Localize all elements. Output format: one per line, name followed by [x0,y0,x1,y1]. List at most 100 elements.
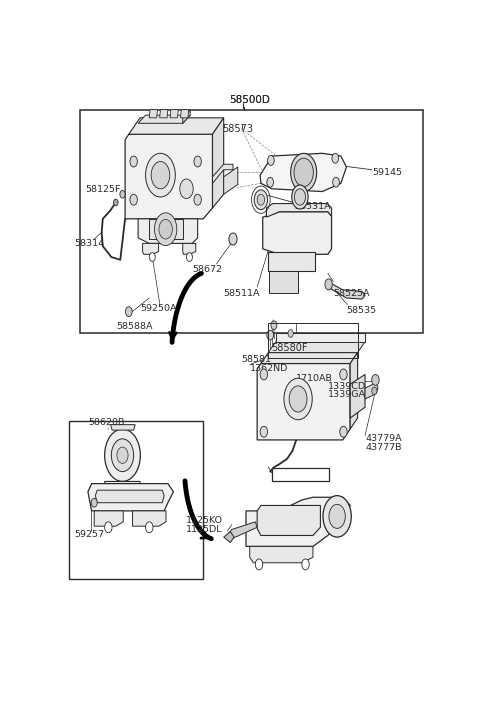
Polygon shape [266,203,332,217]
Text: 43777B: 43777B [365,442,402,452]
Circle shape [325,279,332,290]
Polygon shape [125,134,213,219]
Circle shape [111,439,133,471]
Text: 1362ND: 1362ND [250,364,288,374]
Polygon shape [246,497,350,547]
Polygon shape [105,481,140,496]
Text: 1710AB: 1710AB [296,374,333,383]
Polygon shape [94,511,123,526]
Polygon shape [138,219,198,243]
Text: 58573: 58573 [222,124,253,134]
Text: 1125KO: 1125KO [186,516,223,525]
Polygon shape [350,374,365,418]
Circle shape [289,386,307,412]
Circle shape [151,162,170,189]
Circle shape [260,426,267,437]
Polygon shape [160,110,168,118]
Text: 59250A: 59250A [140,304,177,313]
Polygon shape [263,212,332,255]
Text: 58620B: 58620B [88,418,124,427]
Polygon shape [365,383,378,399]
Circle shape [292,185,308,209]
Circle shape [260,369,267,380]
Circle shape [323,496,351,537]
Polygon shape [276,333,365,342]
Circle shape [186,252,192,262]
Circle shape [372,387,377,395]
Text: 1339CD: 1339CD [328,382,366,391]
Polygon shape [328,281,365,299]
Text: 58314: 58314 [74,239,104,248]
Circle shape [329,504,345,528]
Circle shape [114,199,118,206]
Text: 58525A: 58525A [334,289,370,298]
Circle shape [255,559,263,570]
Polygon shape [149,110,157,118]
Circle shape [290,153,317,191]
Circle shape [340,426,347,437]
Circle shape [130,194,137,205]
Circle shape [229,233,237,245]
Text: 58511A: 58511A [224,289,260,298]
Circle shape [340,369,347,380]
Polygon shape [250,547,313,563]
Polygon shape [269,271,298,293]
Circle shape [288,330,293,337]
Polygon shape [170,110,178,118]
Text: REF.58-587: REF.58-587 [274,470,328,479]
Circle shape [155,213,177,245]
Text: 58535: 58535 [347,306,377,315]
Bar [69,421,203,579]
FancyBboxPatch shape [272,468,329,481]
Polygon shape [148,219,183,239]
Circle shape [145,522,153,532]
Polygon shape [96,490,164,503]
Polygon shape [224,532,234,542]
Polygon shape [138,115,190,123]
Circle shape [302,559,309,570]
Text: 58581: 58581 [241,354,271,364]
Bar [268,323,358,358]
Circle shape [105,429,140,481]
Circle shape [284,378,312,420]
Text: 43779A: 43779A [365,435,402,443]
Circle shape [271,321,277,330]
Polygon shape [268,252,315,271]
Text: 58500D: 58500D [229,96,270,106]
Text: 58125F: 58125F [85,185,120,194]
Polygon shape [260,153,347,191]
Circle shape [294,158,313,186]
Text: 58588A: 58588A [117,322,153,331]
Text: 58500D: 58500D [229,96,270,106]
Polygon shape [132,511,166,526]
Polygon shape [213,164,233,184]
Polygon shape [213,118,224,208]
Circle shape [257,194,264,205]
Circle shape [130,156,137,167]
Circle shape [267,155,274,165]
Circle shape [120,191,125,198]
Text: 1339GA: 1339GA [328,390,366,399]
Text: 58580F: 58580F [271,343,307,353]
Circle shape [194,194,202,205]
Polygon shape [350,352,358,429]
Polygon shape [183,243,196,255]
Circle shape [372,374,379,386]
Text: 59145: 59145 [372,168,402,177]
Circle shape [105,522,112,532]
Circle shape [294,189,305,205]
Circle shape [194,156,202,167]
Circle shape [91,498,97,507]
Text: 59257: 59257 [74,530,104,539]
Circle shape [159,219,172,239]
Polygon shape [261,352,358,364]
Polygon shape [257,506,321,535]
Circle shape [254,190,267,210]
Bar [81,110,423,333]
Polygon shape [143,243,158,255]
Text: 1125DL: 1125DL [186,525,222,534]
Polygon shape [183,110,190,123]
Circle shape [145,153,175,197]
Circle shape [333,177,339,187]
Circle shape [117,447,128,464]
